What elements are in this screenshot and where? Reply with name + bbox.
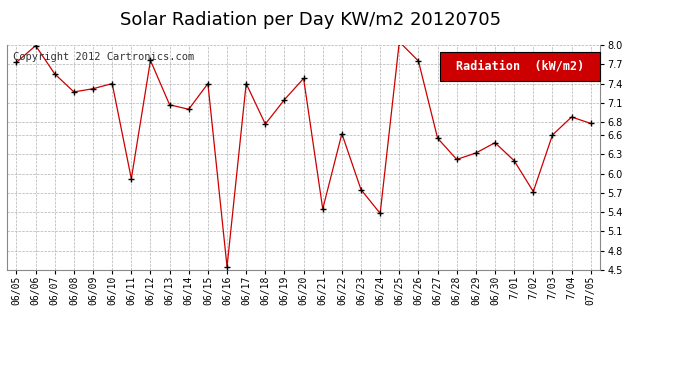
FancyBboxPatch shape (440, 52, 600, 81)
Text: Copyright 2012 Cartronics.com: Copyright 2012 Cartronics.com (13, 52, 194, 62)
Text: Radiation  (kW/m2): Radiation (kW/m2) (456, 60, 584, 73)
Text: Solar Radiation per Day KW/m2 20120705: Solar Radiation per Day KW/m2 20120705 (120, 11, 501, 29)
